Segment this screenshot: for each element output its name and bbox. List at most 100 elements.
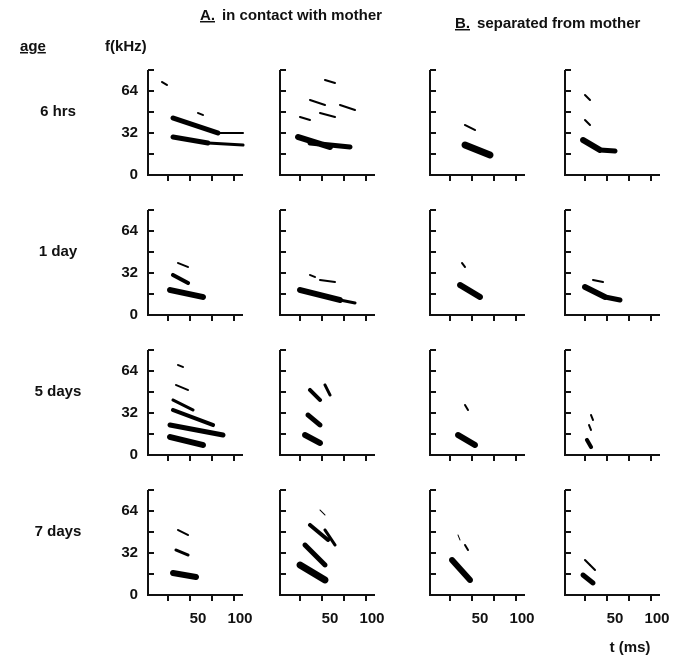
- y-tick-label: 32: [121, 124, 138, 141]
- call-trace: [175, 384, 189, 391]
- y-tick-label: 64: [121, 502, 138, 519]
- y-tick-label: 32: [121, 404, 138, 421]
- age-label: 5 days: [35, 383, 82, 400]
- call-trace: [302, 432, 323, 446]
- axes: [279, 350, 375, 456]
- call-trace: [589, 564, 596, 571]
- call-trace: [206, 141, 245, 147]
- call-trace: [588, 424, 592, 431]
- call-trace: [597, 147, 618, 154]
- call-trace: [338, 298, 357, 305]
- axes: [564, 490, 660, 596]
- call-trace: [602, 294, 623, 303]
- x-tick-label: 50: [607, 610, 624, 627]
- x-tick-label: 100: [359, 610, 384, 627]
- call-trace: [455, 432, 478, 448]
- call-trace: [461, 262, 466, 268]
- call-trace: [323, 383, 332, 397]
- call-trace: [177, 364, 184, 368]
- axes: [564, 350, 660, 456]
- y-tick-label: 0: [130, 306, 138, 323]
- y-tick-label: 64: [121, 362, 138, 379]
- panel-b-label: B.: [455, 15, 470, 32]
- axes: [429, 490, 525, 596]
- call-trace: [170, 134, 211, 146]
- y-tick-label: 0: [130, 446, 138, 463]
- axes: [147, 350, 243, 456]
- age-heading: age: [20, 38, 46, 55]
- call-trace: [308, 523, 330, 542]
- x-tick-label: 50: [322, 610, 339, 627]
- axes: [429, 350, 525, 456]
- x-tick-label: 100: [644, 610, 669, 627]
- call-trace: [161, 81, 168, 86]
- axes: [429, 210, 525, 316]
- call-trace: [167, 422, 226, 438]
- call-trace: [585, 438, 593, 449]
- call-trace: [464, 544, 469, 551]
- call-trace: [464, 404, 469, 411]
- call-trace: [177, 262, 189, 268]
- y-tick-label: 32: [121, 544, 138, 561]
- y-tick-label: 0: [130, 166, 138, 183]
- call-trace: [299, 116, 311, 121]
- call-trace: [464, 124, 476, 131]
- y-tick-label: 64: [121, 82, 138, 99]
- call-trace: [580, 572, 596, 586]
- x-tick-label: 50: [472, 610, 489, 627]
- call-trace: [590, 414, 594, 421]
- call-trace: [319, 279, 336, 283]
- call-trace: [449, 557, 473, 583]
- y-tick-label: 32: [121, 264, 138, 281]
- axes: [279, 70, 375, 176]
- call-trace: [171, 398, 195, 412]
- call-trace: [170, 115, 221, 136]
- call-trace: [309, 274, 316, 278]
- panel-a-label: A.: [200, 7, 215, 24]
- call-trace: [167, 434, 206, 448]
- x-axis-label: t (ms): [610, 639, 651, 656]
- call-trace: [308, 388, 322, 402]
- call-trace: [305, 412, 323, 428]
- axes: [429, 70, 525, 176]
- call-trace: [592, 279, 604, 283]
- age-label: 7 days: [35, 523, 82, 540]
- call-trace: [584, 119, 591, 126]
- call-trace: [171, 408, 215, 427]
- panel-a-title: in contact with mother: [222, 7, 382, 24]
- call-trace: [197, 112, 204, 116]
- call-trace: [584, 559, 591, 566]
- call-trace: [307, 140, 353, 150]
- y-axis-label: f(kHz): [105, 38, 147, 55]
- call-trace: [461, 141, 494, 159]
- call-trace: [324, 79, 336, 84]
- panel-b-title: separated from mother: [477, 15, 641, 32]
- x-tick-label: 100: [509, 610, 534, 627]
- call-trace: [580, 137, 603, 153]
- call-trace: [297, 287, 343, 303]
- call-trace: [170, 570, 199, 580]
- call-trace: [323, 528, 337, 547]
- y-tick-label: 0: [130, 586, 138, 603]
- call-trace: [457, 534, 461, 541]
- call-trace: [319, 112, 336, 118]
- call-trace: [582, 284, 608, 300]
- call-trace: [171, 273, 190, 285]
- axes: [147, 210, 243, 316]
- call-trace: [339, 104, 356, 111]
- call-trace: [319, 509, 326, 516]
- x-tick-label: 100: [227, 610, 252, 627]
- axes: [564, 70, 660, 176]
- axes: [147, 70, 243, 176]
- call-trace: [177, 529, 189, 536]
- y-tick-label: 64: [121, 222, 138, 239]
- call-trace: [457, 282, 483, 300]
- age-label: 1 day: [39, 243, 78, 260]
- age-label: 6 hrs: [40, 103, 76, 120]
- call-trace: [309, 99, 326, 106]
- call-trace: [584, 94, 591, 101]
- call-trace: [302, 542, 328, 568]
- call-trace: [167, 287, 206, 300]
- call-trace: [174, 548, 190, 557]
